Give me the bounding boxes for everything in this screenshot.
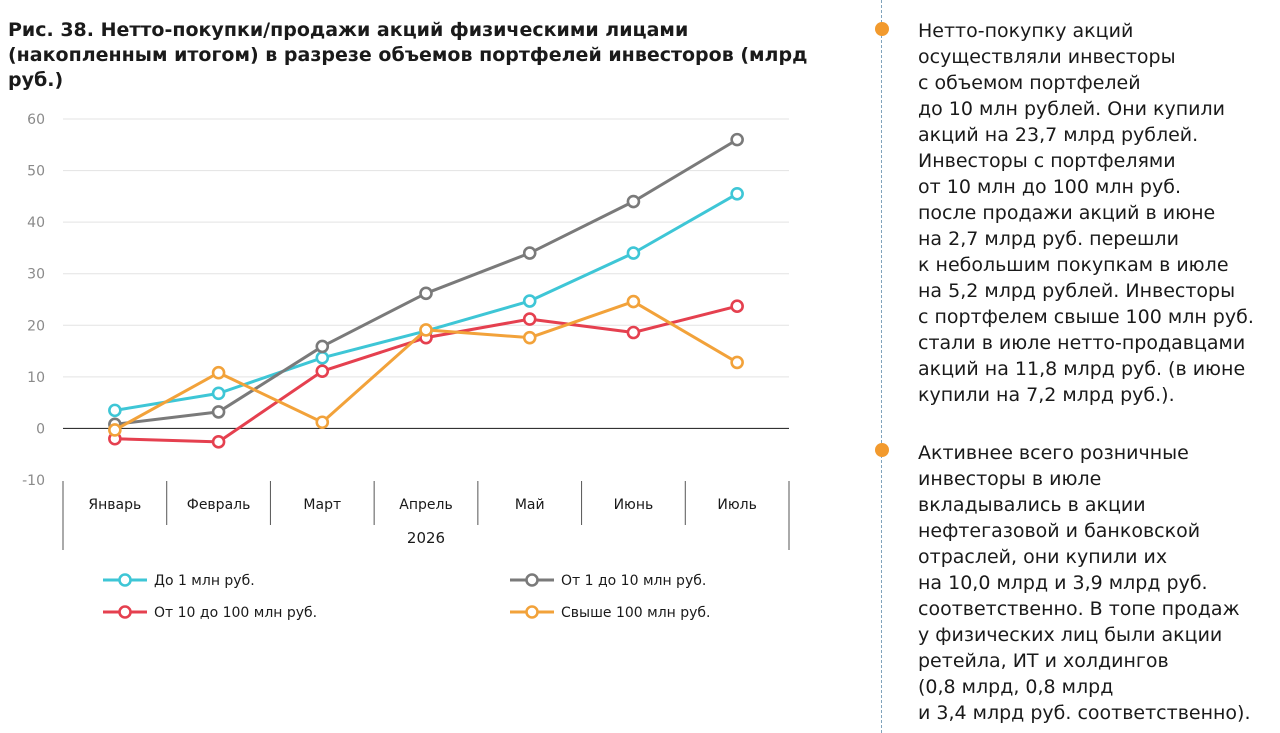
legend-item-2: От 10 до 100 млн руб. xyxy=(103,605,317,621)
data-point xyxy=(522,330,537,345)
legend-label: От 1 до 10 млн руб. xyxy=(561,573,706,589)
y-tick-label: 50 xyxy=(27,164,45,180)
data-point xyxy=(419,286,433,301)
data-point xyxy=(211,386,226,401)
data-point xyxy=(626,325,641,340)
legend-swatch-marker xyxy=(118,573,132,587)
chart-title: Рис. 38. Нетто-покупки/продажи акций физ… xyxy=(8,18,828,93)
x-tick-label: Июнь xyxy=(614,497,654,513)
legend-swatch-marker xyxy=(525,573,539,587)
series-3 xyxy=(108,294,744,437)
x-axis-year-label: 2026 xyxy=(407,529,445,547)
data-point xyxy=(315,415,330,430)
sidebar-paragraph-2: Активнее всего розничные инвесторы в июл… xyxy=(918,442,1251,724)
series-1 xyxy=(108,132,744,432)
data-point xyxy=(211,365,226,380)
line-chart: 60 50 40 30 20 10 0 -10 Январь Февраль Март Апрель… xyxy=(22,112,790,621)
legend-swatch-marker xyxy=(525,605,539,619)
data-point xyxy=(730,299,744,314)
legend-label: Свыше 100 млн руб. xyxy=(561,605,711,621)
legend-label: До 1 млн руб. xyxy=(154,573,255,589)
x-tick-label: Апрель xyxy=(399,497,452,513)
series-2 xyxy=(108,299,744,449)
data-point xyxy=(211,405,226,419)
legend: До 1 млн руб. От 1 до 10 млн руб. От 10 до… xyxy=(103,573,711,621)
y-tick-label: 20 xyxy=(27,318,45,334)
x-tick-label: Февраль xyxy=(187,497,251,513)
data-point xyxy=(730,355,744,370)
data-point xyxy=(315,339,330,354)
y-tick-label: 30 xyxy=(27,267,45,283)
data-point xyxy=(315,350,330,365)
chart-title-line-1: Рис. 38. Нетто-покупки/продажи акций физ… xyxy=(8,19,689,41)
data-point xyxy=(522,312,537,326)
y-tick-label: 40 xyxy=(27,215,45,231)
data-point xyxy=(315,364,330,378)
y-tick-label: 60 xyxy=(27,112,45,128)
grid xyxy=(63,118,789,430)
data-point xyxy=(108,403,122,418)
data-point xyxy=(522,294,537,308)
legend-label: От 10 до 100 млн руб. xyxy=(154,605,317,621)
series-line-1 xyxy=(114,138,738,426)
data-point xyxy=(730,132,744,147)
y-tick-label: 10 xyxy=(27,370,45,386)
bullet-dot-2 xyxy=(875,443,889,457)
data-point xyxy=(522,246,537,260)
data-point xyxy=(108,423,122,437)
x-tick-label: Январь xyxy=(88,497,141,513)
series-lines xyxy=(108,132,744,449)
sidebar-paragraph-1: Нетто-покупку акций осуществляли инвесто… xyxy=(918,20,1254,406)
y-tick-label: 0 xyxy=(36,421,45,437)
series-line-3 xyxy=(114,300,738,432)
data-point xyxy=(626,246,641,260)
x-tick-label: Май xyxy=(515,497,545,513)
x-axis: Январь Февраль Март Апрель Май Июнь Июль 2026 xyxy=(62,481,790,550)
data-point xyxy=(211,435,226,449)
vertical-divider xyxy=(881,0,882,733)
x-tick-label: Март xyxy=(303,497,341,513)
y-axis-ticks: 60 50 40 30 20 10 0 -10 xyxy=(22,112,45,489)
y-tick-label: -10 xyxy=(22,473,45,489)
chart-title-line-2: (накопленным итогом) в разрезе объемов п… xyxy=(8,44,808,91)
legend-item-1: От 1 до 10 млн руб. xyxy=(510,573,706,589)
data-point xyxy=(730,186,744,201)
data-point xyxy=(419,323,433,337)
legend-item-0: До 1 млн руб. xyxy=(103,573,255,589)
legend-item-3: Свыше 100 млн руб. xyxy=(510,605,711,621)
data-point xyxy=(626,294,641,309)
legend-swatch-marker xyxy=(118,605,132,619)
data-point xyxy=(626,194,641,209)
x-tick-label: Июль xyxy=(717,497,756,513)
bullet-dot-1 xyxy=(875,22,889,36)
